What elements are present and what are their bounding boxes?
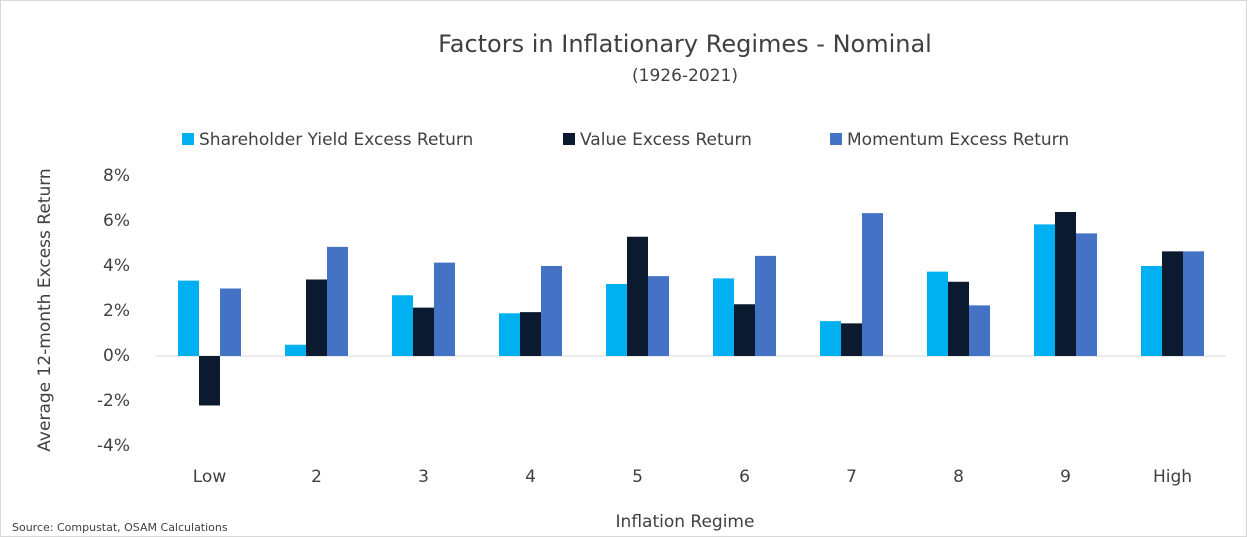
x-tick-label: 6 — [739, 467, 750, 487]
bar — [1034, 224, 1055, 356]
y-tick-label: -2% — [97, 391, 130, 411]
x-tick-label: 8 — [953, 467, 964, 487]
legend-swatch — [563, 133, 575, 145]
x-tick-label: Low — [193, 467, 227, 487]
legend-label: Shareholder Yield Excess Return — [199, 130, 473, 150]
bar — [220, 288, 241, 356]
bar — [541, 266, 562, 356]
legend-label: Momentum Excess Return — [847, 130, 1069, 150]
y-axis-label: Average 12-month Excess Return — [35, 168, 55, 451]
legend-swatch — [830, 133, 842, 145]
bar — [520, 312, 541, 356]
bar — [755, 255, 776, 356]
x-axis-label: Inflation Regime — [616, 512, 755, 532]
bar — [1076, 233, 1097, 356]
y-tick-label: 4% — [103, 256, 130, 276]
bar — [178, 280, 199, 356]
bar — [1183, 251, 1204, 356]
y-tick-label: 0% — [103, 346, 130, 366]
x-tick-label: 5 — [632, 467, 643, 487]
x-tick-label: 2 — [311, 467, 322, 487]
bar — [606, 284, 627, 356]
legend-swatch — [182, 133, 194, 145]
legend-label: Value Excess Return — [580, 130, 752, 150]
y-tick-label: 6% — [103, 211, 130, 231]
bar — [948, 281, 969, 356]
source-note: Source: Compustat, OSAM Calculations — [12, 521, 228, 534]
bar — [327, 246, 348, 356]
y-tick-label: -4% — [97, 436, 130, 456]
y-tick-label: 8% — [103, 166, 130, 186]
bar — [734, 304, 755, 356]
bar — [306, 279, 327, 356]
bar — [713, 278, 734, 356]
x-tick-label: 3 — [418, 467, 429, 487]
chart-subtitle: (1926-2021) — [632, 66, 738, 86]
bar — [199, 356, 220, 406]
bar — [862, 213, 883, 356]
x-tick-label: 4 — [525, 467, 536, 487]
bar — [285, 344, 306, 356]
x-tick-label: High — [1153, 467, 1192, 487]
x-tick-label: 7 — [846, 467, 857, 487]
bar — [841, 323, 862, 356]
bar — [499, 313, 520, 356]
bar — [927, 271, 948, 356]
bar — [820, 321, 841, 356]
bar — [627, 236, 648, 356]
bar — [1162, 251, 1183, 356]
bar — [648, 276, 669, 356]
chart-title: Factors in Inflationary Regimes - Nomina… — [438, 30, 932, 58]
x-tick-label: 9 — [1060, 467, 1071, 487]
bar — [434, 262, 455, 356]
bar — [392, 295, 413, 356]
bar — [969, 305, 990, 356]
bar — [1141, 266, 1162, 356]
bar — [413, 307, 434, 356]
y-tick-label: 2% — [103, 301, 130, 321]
bar — [1055, 212, 1076, 356]
